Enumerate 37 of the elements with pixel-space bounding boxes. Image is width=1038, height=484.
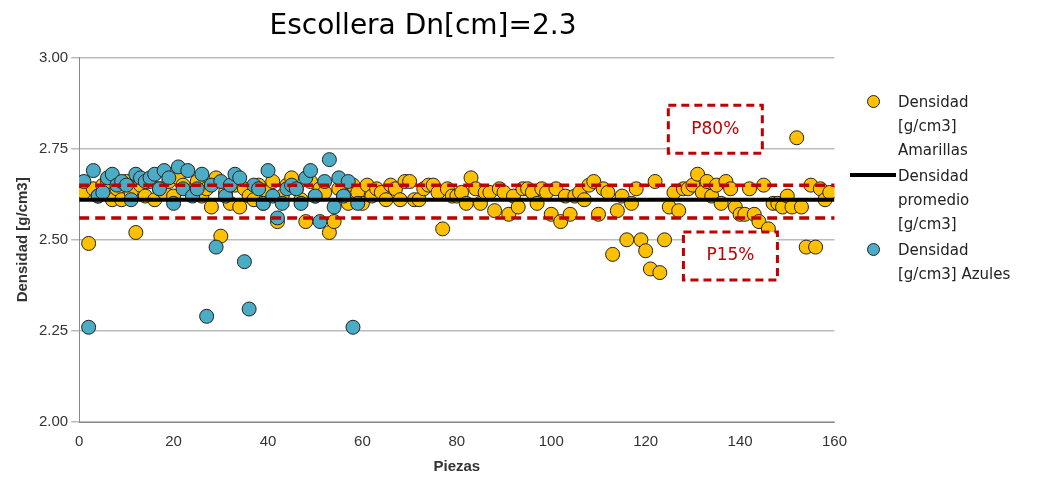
point (326, 199, 342, 215)
point (161, 170, 177, 186)
point (321, 152, 337, 168)
x-tick-label: 0 (75, 432, 84, 450)
point (81, 319, 97, 335)
y-axis-title: Densidad [g/cm3] (13, 177, 31, 303)
point (236, 254, 252, 270)
x-tick-label: 80 (448, 432, 466, 450)
point (199, 308, 215, 324)
legend-label: Densidad promedio [g/cm3] (898, 166, 971, 235)
point (232, 170, 248, 186)
x-tick-label: 20 (165, 432, 182, 450)
legend-label: Densidad [g/cm3] Amarillas (898, 92, 970, 161)
point (241, 301, 257, 317)
y-tick-label: 2.00 (38, 412, 69, 430)
x-tick-label: 40 (259, 432, 277, 450)
legend-label: Densidad [g/cm3] Azules (898, 240, 1012, 285)
x-axis-title: Piezas (433, 457, 481, 475)
point (303, 163, 318, 179)
x-tick-label: 100 (538, 432, 564, 450)
point (85, 163, 101, 179)
chart-title: Escollera Dn[cm]=2.3 (269, 8, 577, 42)
x-tick-label: 160 (821, 432, 847, 450)
y-tick-label: 2.50 (38, 229, 69, 247)
point (208, 239, 224, 255)
ref-line-label: P15% (706, 244, 755, 265)
point (345, 319, 361, 335)
point (194, 166, 210, 182)
point (180, 163, 196, 179)
ref-line-label: P80% (691, 117, 740, 138)
y-tick-label: 3.00 (38, 47, 69, 65)
y-tick-label: 2.25 (38, 321, 69, 339)
x-tick-label: 60 (354, 432, 371, 450)
x-tick-label: 140 (727, 432, 753, 450)
x-tick-label: 120 (633, 432, 659, 450)
y-tick-label: 2.75 (38, 138, 69, 156)
point (260, 163, 276, 179)
